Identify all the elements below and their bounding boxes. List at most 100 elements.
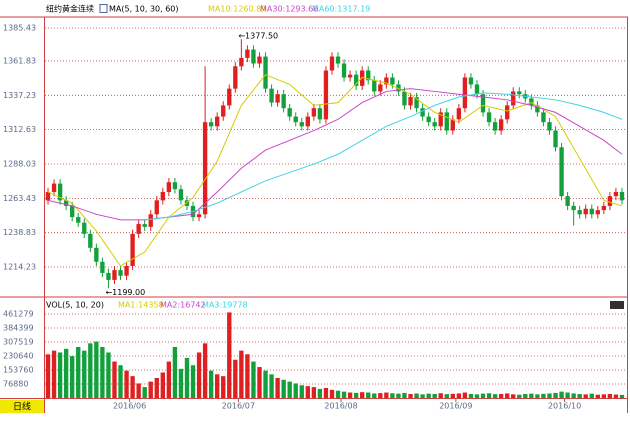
volume-bar (468, 393, 474, 398)
volume-bar (281, 379, 286, 398)
volume-bar (553, 392, 558, 398)
volume-bar (480, 393, 486, 398)
legend-entry: MA3:19778 (202, 301, 248, 310)
volume-bar (559, 391, 564, 398)
volume-bar (136, 383, 141, 398)
volume-bar (63, 348, 69, 398)
candle-body (372, 80, 377, 92)
volume-bar (124, 370, 129, 398)
candle-body (76, 217, 81, 223)
candle-body (420, 108, 425, 117)
volume-bar (541, 393, 546, 398)
candle-body (601, 205, 607, 211)
candle-body (166, 182, 172, 192)
x-tick-label: 2016/07 (222, 402, 255, 411)
candle-body (353, 74, 359, 86)
volume-bar (547, 393, 552, 398)
candle-body (474, 84, 480, 95)
candle-body (142, 224, 147, 227)
candle-body (317, 108, 323, 120)
candle-body (293, 116, 298, 123)
volume-bar (589, 393, 594, 398)
candle-body (196, 214, 202, 218)
candle-body (565, 196, 570, 206)
volume-bar (432, 393, 437, 398)
candle-body (462, 77, 468, 109)
volume-bar (251, 361, 256, 398)
candle-body (94, 247, 99, 262)
candle-body (595, 210, 600, 215)
candle-body (178, 189, 184, 201)
candle-body (553, 130, 558, 148)
volume-bar (208, 370, 214, 398)
volume-bar (305, 386, 310, 398)
volume-bar (221, 376, 226, 398)
volume-bar (196, 352, 202, 398)
candle-body (311, 108, 317, 117)
volume-bar (317, 388, 323, 398)
volume-bar (88, 343, 93, 398)
candle-body (589, 208, 594, 215)
candle-body (51, 183, 57, 192)
volume-bar (571, 393, 576, 398)
y-tick-label: 1288.03 (3, 159, 36, 168)
panel-buttons[interactable] (610, 301, 624, 309)
candle-body (619, 191, 625, 201)
candle-body (82, 222, 87, 234)
candle-body (281, 94, 286, 109)
volume-bar (366, 392, 371, 398)
volume-bar (227, 312, 232, 398)
volume-bar (565, 392, 570, 398)
candle-body (233, 66, 238, 89)
candle-body (505, 105, 510, 120)
candle-body (517, 91, 522, 95)
candle-body (70, 205, 75, 218)
candle-body (112, 270, 117, 280)
candle-body (426, 116, 431, 123)
volume-bar (517, 394, 522, 398)
volume-bar (456, 393, 462, 398)
candle-body (257, 56, 262, 64)
volume-bar (378, 393, 383, 398)
y-tick-label: 1361.83 (3, 56, 36, 65)
volume-bar (408, 393, 413, 398)
candle-body (323, 70, 329, 120)
volume-bar (166, 361, 172, 398)
candle-body (263, 56, 268, 89)
volume-bar (118, 365, 123, 398)
volume-bar (505, 393, 510, 398)
candle-body (613, 191, 619, 197)
y-tick-label: 307519 (3, 337, 34, 346)
y-tick-label: 1385.43 (3, 24, 36, 33)
volume-bar (245, 354, 250, 398)
volume-bar (347, 392, 353, 398)
candle-body (57, 183, 63, 201)
x-tick-label: 2016/10 (548, 402, 581, 411)
volume-bar (390, 393, 395, 398)
volume-bar (178, 368, 184, 398)
volume-bar (142, 387, 147, 398)
chart-subtitle: MA(5, 10, 30, 60) (109, 5, 179, 14)
volume-bar (190, 365, 196, 398)
candle-body (124, 265, 129, 276)
volume-bar (498, 393, 504, 398)
volume-bar (287, 381, 292, 398)
volume-bar (76, 346, 81, 398)
candle-body (100, 261, 105, 273)
candle-body (559, 147, 564, 197)
y-tick-label: 461279 (3, 309, 34, 318)
candle-body (154, 200, 159, 215)
ma-toggle[interactable] (99, 4, 108, 13)
volume-bar (311, 387, 317, 398)
low-annotation: ←1199.00 (105, 288, 145, 297)
candle-body (118, 270, 123, 276)
candle-body (438, 112, 443, 127)
candle-body (468, 77, 474, 85)
volume-bar (323, 387, 329, 398)
volume-bar (372, 393, 377, 398)
volume-bar (426, 393, 431, 398)
volume-bar (360, 392, 365, 398)
volume-bar (154, 377, 159, 398)
ma-line (144, 92, 623, 221)
candle-body (275, 94, 280, 103)
